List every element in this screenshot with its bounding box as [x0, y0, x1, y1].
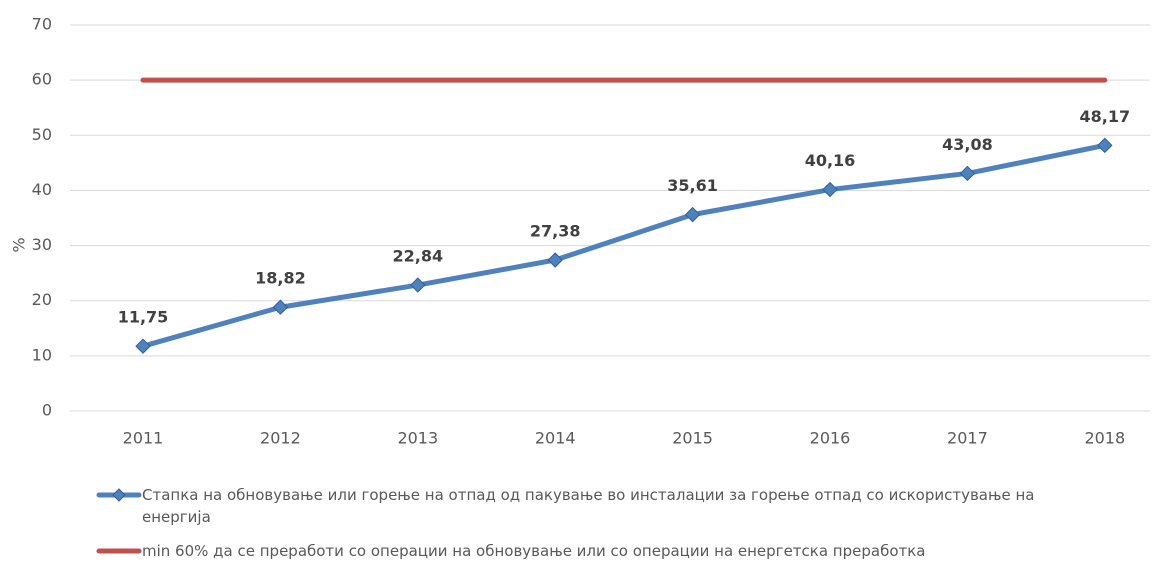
- marker: [684, 206, 701, 223]
- x-tick-label: 2015: [672, 429, 713, 448]
- legend-label: Стапка на обновување или горење на отпад…: [142, 486, 1035, 526]
- y-tick-label: 40: [32, 180, 52, 199]
- y-tick-label: 60: [32, 70, 52, 89]
- x-tick-label: 2018: [1084, 429, 1125, 448]
- marker: [1097, 137, 1113, 154]
- data-label: 35,61: [667, 176, 718, 195]
- data-label: 27,38: [530, 222, 581, 241]
- marker: [547, 252, 563, 268]
- legend-entry: Стапка на обновување или горење на отпад…: [96, 484, 1102, 528]
- data-label: 18,82: [255, 269, 306, 288]
- x-tick-label: 2012: [260, 429, 301, 448]
- marker: [272, 299, 289, 315]
- legend-marker: [112, 488, 126, 502]
- y-axis-label: %: [10, 237, 29, 252]
- x-tick-label: 2017: [947, 429, 988, 448]
- y-tick-label: 10: [32, 345, 52, 364]
- y-tick-label: 20: [32, 290, 52, 309]
- data-label: 11,75: [118, 308, 169, 327]
- x-tick-label: 2011: [123, 429, 164, 448]
- y-tick-label: 70: [32, 15, 52, 34]
- marker: [959, 165, 976, 182]
- y-tick-label: 0: [42, 401, 52, 420]
- x-tick-label: 2016: [810, 429, 851, 448]
- y-tick-label: 30: [32, 235, 52, 254]
- marker: [410, 277, 426, 293]
- x-tick-label: 2013: [397, 429, 438, 448]
- legend-swatch: [96, 548, 142, 554]
- chart: % 0 10 20 30 40 50 60 70 2011 2012 2013 2014 2015 201…: [10, 15, 1150, 448]
- y-tick-label: 50: [32, 125, 52, 144]
- legend-label: min 60% да се преработи со операции на о…: [142, 542, 926, 560]
- marker: [135, 338, 151, 354]
- series-line: [140, 142, 1108, 349]
- data-label: 48,17: [1079, 107, 1130, 126]
- legend-entry: min 60% да се преработи со операции на о…: [96, 540, 1102, 562]
- data-label: 22,84: [392, 247, 443, 266]
- x-tick-label: 2014: [535, 429, 576, 448]
- data-label: 40,16: [805, 151, 856, 170]
- legend-swatch: [96, 488, 142, 502]
- data-label: 43,08: [942, 135, 993, 154]
- marker: [822, 181, 838, 198]
